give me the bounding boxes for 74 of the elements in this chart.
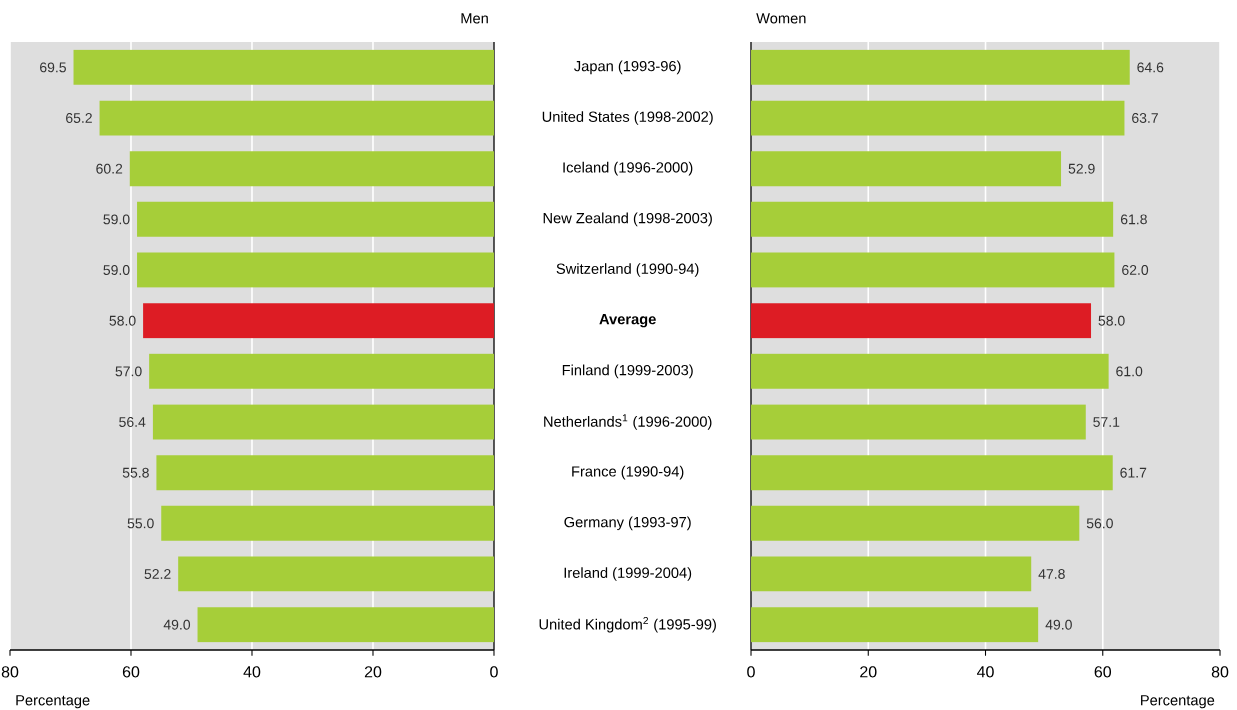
data-label: 69.5 [40, 62, 66, 73]
data-label: 49.0 [1045, 619, 1072, 630]
x-tick-label: 0 [747, 666, 755, 678]
data-label: 57.0 [115, 366, 142, 377]
bar [152, 404, 494, 440]
bar [156, 455, 494, 491]
data-label: 64.6 [1137, 62, 1164, 73]
bar [751, 252, 1115, 288]
bar [751, 505, 1080, 541]
bar [143, 303, 494, 339]
data-label: 58.0 [109, 315, 136, 326]
bar [751, 404, 1086, 440]
data-label: 59.0 [103, 265, 130, 275]
bar [751, 201, 1114, 237]
data-label: 58.0 [1098, 315, 1125, 326]
bar [751, 49, 1130, 85]
data-label: 63.7 [1132, 113, 1158, 123]
y-tick-label: Ireland (1999-2004) [564, 567, 692, 581]
data-label: 60.2 [96, 163, 123, 174]
y-tick-label: Average [599, 314, 656, 328]
data-label: 55.8 [122, 467, 149, 478]
bar [751, 151, 1062, 187]
y-tick-label: United Kingdom$^{2}$ (1995-99) [539, 616, 716, 633]
bar [751, 607, 1039, 643]
data-label: 61.7 [1120, 467, 1147, 478]
bar [161, 505, 494, 541]
bar [751, 455, 1113, 491]
y-tick-label: Germany (1993-97) [564, 516, 691, 531]
bar [149, 353, 494, 389]
data-label: 62.0 [1122, 265, 1149, 275]
y-tick-label: Switzerland (1990-94) [556, 263, 699, 277]
data-label: 52.2 [144, 569, 171, 579]
y-tick-label: Japan (1993-96) [574, 60, 681, 75]
data-label: 57.1 [1093, 417, 1120, 427]
data-label: 56.0 [1086, 518, 1113, 529]
bar [99, 100, 494, 136]
x-tick-label: 40 [243, 666, 261, 678]
data-label: 61.8 [1120, 214, 1147, 225]
data-label: 61.0 [1116, 366, 1143, 377]
y-tick-label: Netherlands$^{1}$ (1996-2000) [544, 414, 712, 430]
chart-title: Men [461, 13, 488, 24]
data-label: 59.0 [103, 214, 130, 225]
bar [137, 201, 494, 237]
chart-title: Women [756, 13, 806, 24]
bar [751, 556, 1032, 592]
x-tick-label: 80 [1211, 666, 1229, 678]
x-axis-title: Percentage [1141, 695, 1215, 709]
bar [73, 49, 494, 85]
data-label: 55.0 [127, 518, 154, 529]
bar [751, 353, 1109, 389]
x-tick-label: 60 [1094, 666, 1112, 678]
y-tick-label: United States (1998-2002) [542, 111, 713, 125]
bar [137, 252, 494, 288]
data-label: 49.0 [163, 619, 191, 630]
bar [751, 303, 1092, 339]
data-label: 52.9 [1068, 163, 1095, 174]
x-tick-label: 80 [1, 666, 19, 678]
bar [129, 151, 494, 187]
bar [197, 607, 494, 643]
x-tick-label: 0 [490, 666, 498, 678]
x-tick-label: 60 [122, 666, 140, 678]
data-label: 65.2 [66, 113, 92, 123]
x-axis-title: Percentage [16, 695, 90, 709]
y-tick-label: Iceland (1996-2000) [563, 161, 693, 176]
x-tick-label: 40 [976, 666, 994, 678]
bar [178, 556, 494, 592]
data-label: 56.4 [119, 417, 146, 427]
x-tick-label: 20 [860, 666, 877, 678]
bar [751, 100, 1125, 136]
data-label: 47.8 [1038, 569, 1065, 579]
y-tick-label: New Zealand (1998-2003) [543, 212, 712, 227]
y-tick-label: Finland (1999-2003) [562, 364, 693, 379]
y-tick-label: France (1990-94) [572, 465, 684, 480]
x-tick-label: 20 [364, 666, 382, 678]
